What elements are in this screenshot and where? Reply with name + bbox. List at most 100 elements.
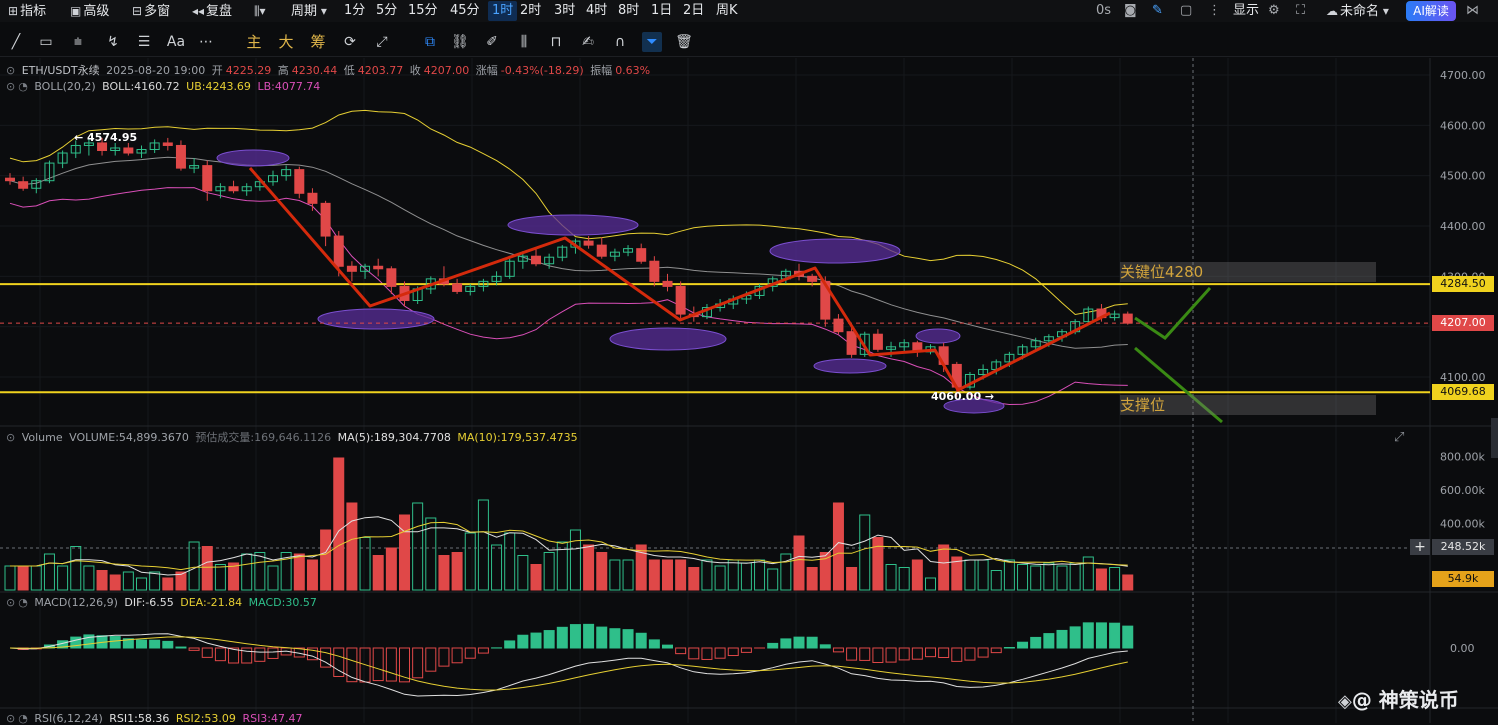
close-value: 4207.00 <box>424 64 470 77</box>
rsi-name: RSI(6,12,24) <box>34 712 102 725</box>
current-price-tag: 4207.00 <box>1432 315 1494 331</box>
price-axis-label: 4500.00 <box>1440 170 1486 183</box>
bell-icon[interactable]: ◔ <box>18 596 28 609</box>
volume-bar <box>1031 566 1041 590</box>
price-axis-label: 4700.00 <box>1440 69 1486 82</box>
trend-zigzag-line <box>250 168 1110 390</box>
volume-bar <box>965 560 975 590</box>
candle-body <box>308 193 317 203</box>
macd-histogram-bar <box>676 648 686 654</box>
macd-histogram-bar <box>439 648 449 666</box>
highlight-ellipse <box>318 309 434 329</box>
volume-bar <box>347 503 357 590</box>
volume-bar <box>294 554 304 590</box>
volume-bar <box>912 560 922 590</box>
volume-name: Volume <box>22 431 63 444</box>
macd-histogram-bar <box>478 648 488 653</box>
candle-body <box>203 166 212 191</box>
macd-histogram-bar <box>952 648 962 661</box>
candle-body <box>676 286 685 314</box>
candle-body <box>374 266 383 269</box>
price-axis-label: 4100.00 <box>1440 371 1486 384</box>
volume-bar <box>728 560 738 590</box>
add-icon[interactable]: + <box>1410 539 1430 555</box>
volume-bar <box>163 578 173 590</box>
volume-bar <box>386 548 396 590</box>
volume-bar <box>44 554 54 590</box>
macd-histogram-bar <box>833 648 843 652</box>
candle-body <box>6 178 15 181</box>
logo-icon: ◈ <box>1338 691 1352 712</box>
volume-bar <box>886 565 896 591</box>
volume-bar <box>623 560 633 590</box>
macd-histogram-bar <box>347 648 357 682</box>
macd-histogram-bar <box>570 625 580 648</box>
volume-bar <box>110 575 120 590</box>
candle-body <box>19 182 28 189</box>
volume-bar <box>321 530 331 590</box>
candle-body <box>321 203 330 236</box>
eye-icon[interactable]: ⊙ <box>6 712 15 725</box>
candle-body <box>453 284 462 292</box>
est-volume-value: 预估成交量:169,646.1126 <box>195 431 331 444</box>
volume-bar <box>307 560 317 590</box>
volume-bar <box>860 515 870 590</box>
volume-axis-label: 400.00k <box>1440 517 1485 530</box>
volume-bar <box>360 538 370 591</box>
volume-axis-label: 600.00k <box>1440 484 1485 497</box>
candle-body <box>584 241 593 245</box>
macd-zero-label: 0.00 <box>1450 642 1475 655</box>
volume-bar <box>820 553 830 591</box>
macd-histogram-bar <box>426 648 436 671</box>
bell-icon[interactable]: ◔ <box>18 712 28 725</box>
volume-bar <box>1110 568 1120 591</box>
eye-icon[interactable]: ⊙ <box>6 80 15 93</box>
volume-bar <box>478 500 488 590</box>
macd-histogram-bar <box>965 648 975 660</box>
volume-bar <box>189 542 199 590</box>
volume-bar <box>268 566 278 590</box>
eye-icon[interactable]: ⊙ <box>6 431 15 444</box>
volume-bar <box>1004 560 1014 590</box>
volume-bar <box>58 566 68 590</box>
volume-bar <box>1057 566 1067 590</box>
macd-histogram-bar <box>465 648 475 658</box>
amp-label: 振幅 <box>590 64 612 77</box>
macd-histogram-bar <box>1004 647 1014 648</box>
volume-bar <box>768 569 778 590</box>
low-value: 4203.77 <box>358 64 404 77</box>
volume-bar <box>926 578 936 590</box>
volume-bar <box>373 556 383 591</box>
high-label: 高 <box>278 64 289 77</box>
expand-icon[interactable]: ⤢ <box>1394 430 1404 445</box>
trend-overlay <box>250 168 1222 422</box>
close-label: 收 <box>410 64 421 77</box>
highlight-ellipse <box>814 359 886 373</box>
candle-body <box>334 236 343 266</box>
boll-value: BOLL:4160.72 <box>102 80 179 93</box>
volume-bar <box>492 545 502 590</box>
macd-histogram-bar <box>912 648 922 659</box>
macd-histogram-bar <box>268 648 278 658</box>
macd-histogram-bar <box>741 648 751 652</box>
volume-bar <box>649 560 659 590</box>
macd-histogram-bar <box>110 637 120 648</box>
eye-icon[interactable]: ⊙ <box>6 596 15 609</box>
macd-histogram-bar <box>926 648 936 657</box>
eye-icon[interactable]: ⊙ <box>6 64 15 77</box>
dea-value: DEA:-21.84 <box>180 596 242 609</box>
low-label: 低 <box>344 64 355 77</box>
bell-icon[interactable]: ◔ <box>18 80 28 93</box>
volume-bar <box>978 560 988 590</box>
volume-bar <box>702 560 712 590</box>
rsi1-value: RSI1:58.36 <box>109 712 169 725</box>
volume-bar <box>518 556 528 591</box>
change-label: 涨幅 <box>476 64 498 77</box>
amp-value: 0.63% <box>615 64 650 77</box>
volume-bar <box>150 572 160 590</box>
macd-histogram-bar <box>781 639 791 648</box>
dif-value: DIF:-6.55 <box>124 596 173 609</box>
candle-body <box>873 334 882 349</box>
